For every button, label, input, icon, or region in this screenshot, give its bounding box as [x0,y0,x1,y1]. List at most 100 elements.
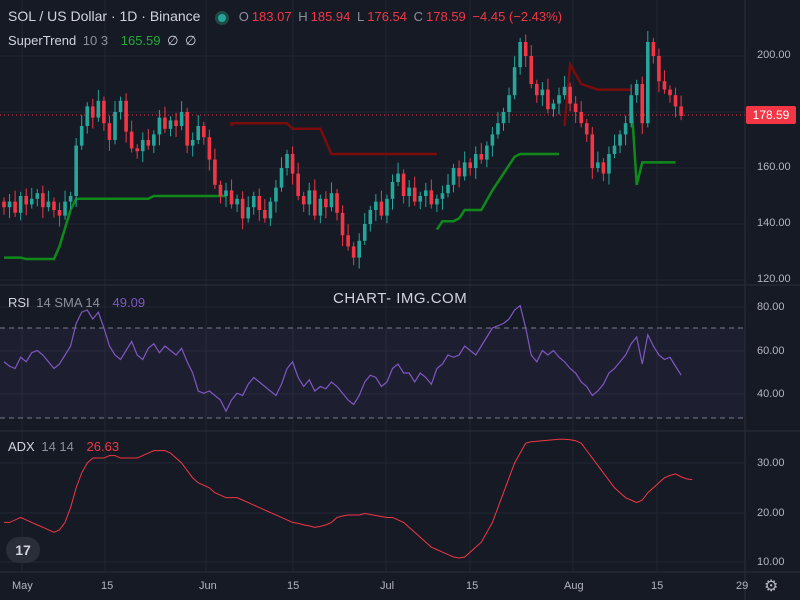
supertrend-params: 10 3 [82,33,109,48]
candle-body [129,131,134,149]
candle-body [535,84,539,96]
candle-body [135,148,139,152]
candle-body [285,154,289,168]
candle-body [496,123,500,135]
candle-body [185,112,189,146]
candle-body [41,193,45,208]
adx-params: 14 14 [41,439,74,454]
candle-body [35,193,40,199]
candle-body [512,67,517,96]
candle-body [351,246,356,258]
adx-axis-label: 20.00 [757,507,785,519]
price-axis-label: 120.00 [757,273,791,285]
candle-body [490,134,495,146]
candle-body [662,81,667,90]
candle-body [429,190,434,205]
supertrend-line [563,60,632,127]
candle-body [229,190,234,205]
candle-body [274,187,278,202]
candle-body [140,140,145,152]
candle-body [157,117,162,135]
candle-body [102,100,106,124]
candle-body [529,56,534,84]
candle-body [124,100,128,132]
high-value: 185.94 [310,9,351,24]
adx-legend[interactable]: ADX 14 14 26.63 [8,439,122,454]
empty-set-icon: ∅ [167,33,179,48]
candle-body [24,196,28,205]
supertrend-series [4,60,676,261]
candle-body [263,210,267,219]
candle-body [446,184,450,194]
candle-body [401,173,406,196]
candle-body [612,145,617,154]
candle-body [213,159,217,185]
candle-body [18,196,23,213]
candle-body [362,224,367,241]
candle-body [218,184,223,196]
candle-body [473,154,478,168]
rsi-axis-label: 40.00 [757,388,785,400]
candle-body [551,103,556,110]
candle-body [390,182,395,199]
time-axis-label: May [12,580,33,592]
candle-body [385,198,389,216]
candle-body [246,207,250,219]
candle-body [679,106,683,116]
candle-body [640,84,645,124]
candle-body [396,173,400,182]
candle-body [634,84,639,96]
adx-axis-label: 10.00 [757,556,785,568]
adx-line [4,438,693,559]
candle-body [290,154,295,174]
candle-body [268,201,273,219]
time-axis-label: 15 [287,580,300,592]
candle-body [435,198,439,205]
candle-body [235,198,239,205]
rsi-params: 14 SMA 14 [36,295,100,310]
rsi-legend[interactable]: RSI 14 SMA 14 49.09 [8,295,148,310]
rsi-series [3,304,682,413]
logo-text: 17 [15,542,31,558]
candle-body [607,154,611,174]
candle-body [657,56,661,82]
time-axis-label: 15 [466,580,479,592]
candle-body [202,126,206,138]
time-axis-label: 15 [651,580,664,592]
candle-body [96,100,101,118]
candle-body [307,190,312,205]
candle-body [568,86,572,104]
candle-body [107,123,112,140]
candle-body [457,168,461,177]
candle-body [379,201,384,216]
rsi-line [3,304,682,413]
candle-body [46,201,51,208]
supertrend-legend[interactable]: SuperTrend 10 3 165.59 ∅ ∅ [8,33,199,49]
candle-body [118,100,123,112]
candle-body [340,212,345,236]
candle-body [485,145,489,160]
candle-body [518,42,522,68]
candle-body [629,95,633,124]
candle-body [579,112,583,124]
candle-body [190,140,195,146]
candle-body [540,89,545,96]
candle-body [251,196,256,208]
candle-body [318,198,323,216]
open-label: O [238,9,249,24]
high-label: H [298,9,308,24]
candle-body [479,154,484,160]
candle-body [468,162,472,168]
grid-lines [0,0,745,572]
candle-body [74,145,78,196]
time-axis-label: Jun [199,580,217,592]
tradingview-logo-icon[interactable]: 17 [6,537,40,563]
adx-label: ADX [8,439,35,454]
candle-body [618,134,622,146]
gear-icon[interactable]: ⚙ [764,578,779,595]
rsi-axis-label: 80.00 [757,301,785,313]
low-label: L [357,9,365,24]
candle-body [207,137,212,160]
candle-body [557,95,561,104]
